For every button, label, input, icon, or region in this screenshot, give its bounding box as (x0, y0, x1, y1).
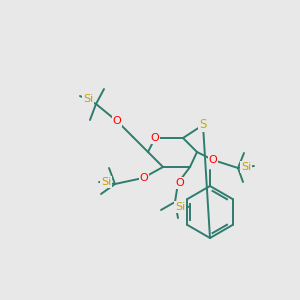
Text: O: O (151, 133, 159, 143)
Text: S: S (199, 118, 207, 131)
Text: O: O (208, 155, 217, 165)
Text: Si: Si (83, 94, 93, 104)
Text: Si: Si (241, 162, 251, 172)
Text: Si: Si (175, 202, 185, 212)
Text: O: O (140, 173, 148, 183)
Text: Si: Si (101, 177, 111, 187)
Text: O: O (112, 116, 122, 126)
Text: O: O (176, 178, 184, 188)
